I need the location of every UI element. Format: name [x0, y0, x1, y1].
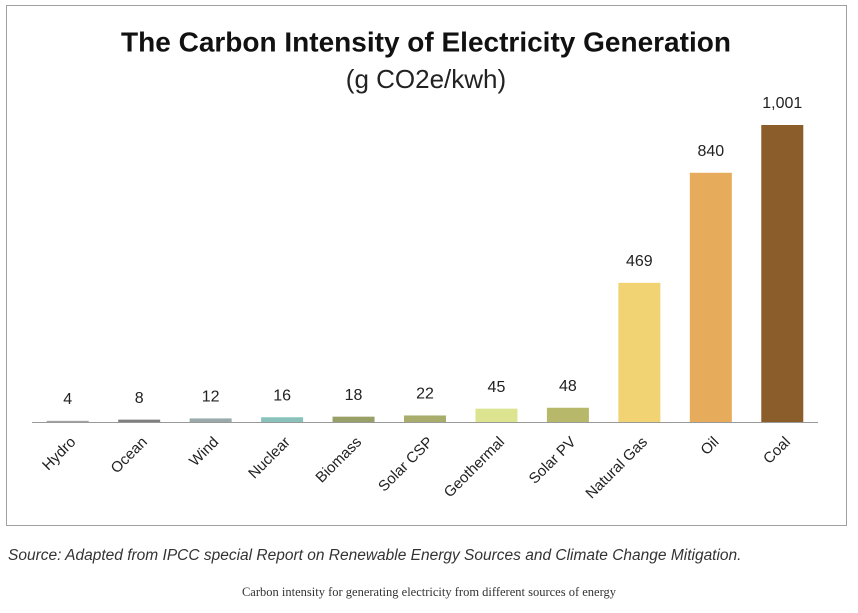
bar — [761, 125, 804, 422]
value-label: 22 — [416, 386, 434, 403]
value-label: 48 — [559, 378, 577, 395]
value-label: 469 — [626, 253, 653, 270]
bar — [618, 282, 661, 422]
bar — [546, 407, 589, 422]
chart-title: The Carbon Intensity of Electricity Gene… — [121, 26, 731, 57]
bar — [261, 417, 304, 422]
chart-subtitle: (g CO2e/kwh) — [346, 64, 506, 94]
value-label: 4 — [63, 391, 72, 408]
value-label: 1,001 — [762, 95, 802, 112]
bar — [404, 415, 446, 422]
value-label: 12 — [202, 389, 220, 406]
value-label: 840 — [697, 143, 724, 160]
bar — [475, 408, 518, 422]
bar — [46, 420, 89, 422]
value-label: 8 — [135, 390, 144, 407]
source-note: Source: Adapted from IPCC special Report… — [8, 547, 741, 564]
value-label: 45 — [488, 379, 506, 396]
bar — [189, 418, 232, 422]
caption: Carbon intensity for generating electric… — [242, 585, 617, 599]
bar — [332, 416, 375, 422]
bar — [118, 419, 161, 422]
bar — [689, 172, 732, 422]
value-label: 16 — [273, 387, 291, 404]
value-label: 18 — [345, 387, 363, 404]
